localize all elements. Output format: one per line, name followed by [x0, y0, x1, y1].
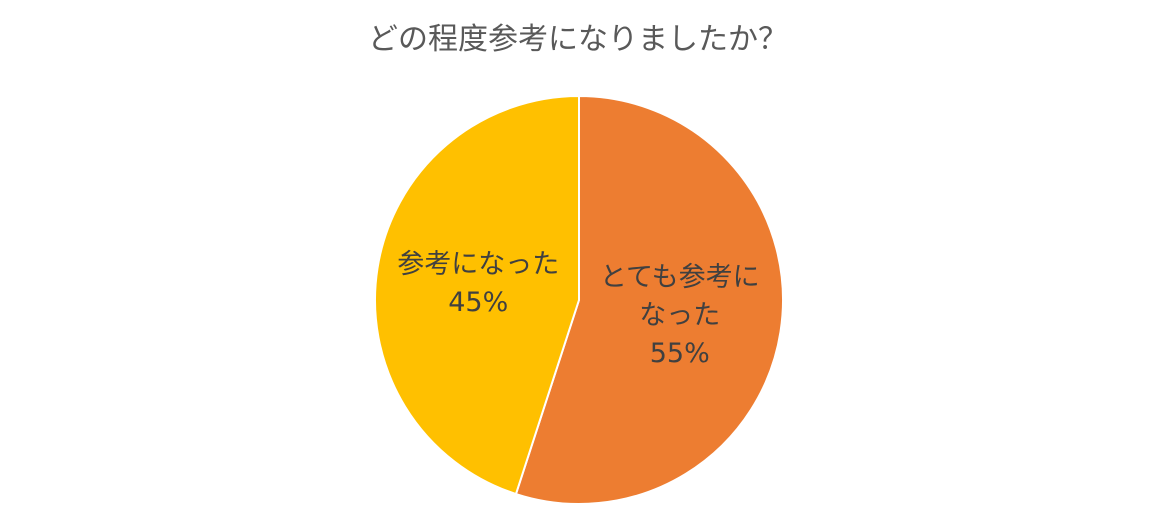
- chart-title: どの程度参考になりましたか？: [368, 22, 788, 57]
- slice-label: 参考になった 45%: [393, 246, 563, 322]
- value-label: 45%: [448, 287, 509, 319]
- category-label: 参考になった: [397, 249, 560, 281]
- value-label: 55%: [649, 337, 710, 369]
- category-label: とても参考になった: [599, 261, 760, 331]
- pie-slice: [374, 94, 580, 496]
- pie-slice: [514, 94, 784, 505]
- slice-label: とても参考になった 55%: [595, 259, 765, 373]
